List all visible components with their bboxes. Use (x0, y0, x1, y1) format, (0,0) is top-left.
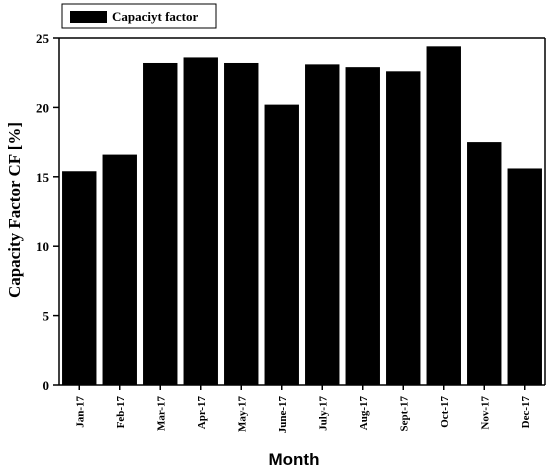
x-tick-label: Mar-17 (155, 396, 167, 432)
bar-feb-17 (102, 154, 137, 385)
x-tick-label: Nov-17 (479, 396, 491, 430)
y-tick-label: 10 (36, 239, 49, 254)
x-ticks-layer: Jan-17 Feb-17 Mar-17 Apr-17 May-17 June-17 Jul… (74, 385, 532, 433)
bar-dec-17 (507, 168, 542, 385)
bar-oct-17 (426, 46, 461, 385)
y-ticks-layer: 0 5 10 15 20 25 (36, 31, 59, 393)
x-tick-label: June-17 (277, 396, 289, 434)
axes-layer (58, 37, 546, 386)
x-tick-label: Apr-17 (196, 396, 208, 430)
x-tick-label: Feb-17 (115, 396, 127, 429)
y-axis-label: Capacity Factor CF [%] (5, 122, 24, 298)
y-tick-label: 5 (43, 309, 50, 324)
x-axis-label: Month (269, 450, 320, 469)
bars-layer (62, 46, 542, 386)
x-tick-label: Oct-17 (439, 396, 451, 428)
legend-swatch (70, 11, 107, 23)
x-tick-label: Jan-17 (74, 396, 86, 428)
x-tick-label: July-17 (317, 396, 329, 431)
bar-sept-17 (386, 71, 421, 385)
y-tick-label: 25 (36, 31, 50, 46)
bar-mar-17 (143, 62, 178, 385)
bar-july-17 (305, 64, 340, 386)
bar-may-17 (224, 62, 259, 385)
x-tick-label: Aug-17 (358, 396, 370, 431)
legend: Capaciyt factor (61, 3, 217, 29)
y-tick-label: 15 (36, 170, 50, 185)
bar-aug-17 (345, 67, 380, 386)
bar-june-17 (264, 104, 299, 386)
legend-label: Capaciyt factor (112, 9, 199, 24)
x-tick-label: Dec-17 (520, 396, 532, 429)
bar-nov-17 (467, 142, 502, 385)
x-tick-label: May-17 (236, 396, 248, 433)
bar-jan-17 (62, 171, 97, 385)
y-tick-label: 20 (36, 100, 49, 115)
bar-apr-17 (183, 57, 218, 386)
y-tick-label: 0 (43, 378, 50, 393)
x-tick-label: Sept-17 (398, 396, 410, 432)
